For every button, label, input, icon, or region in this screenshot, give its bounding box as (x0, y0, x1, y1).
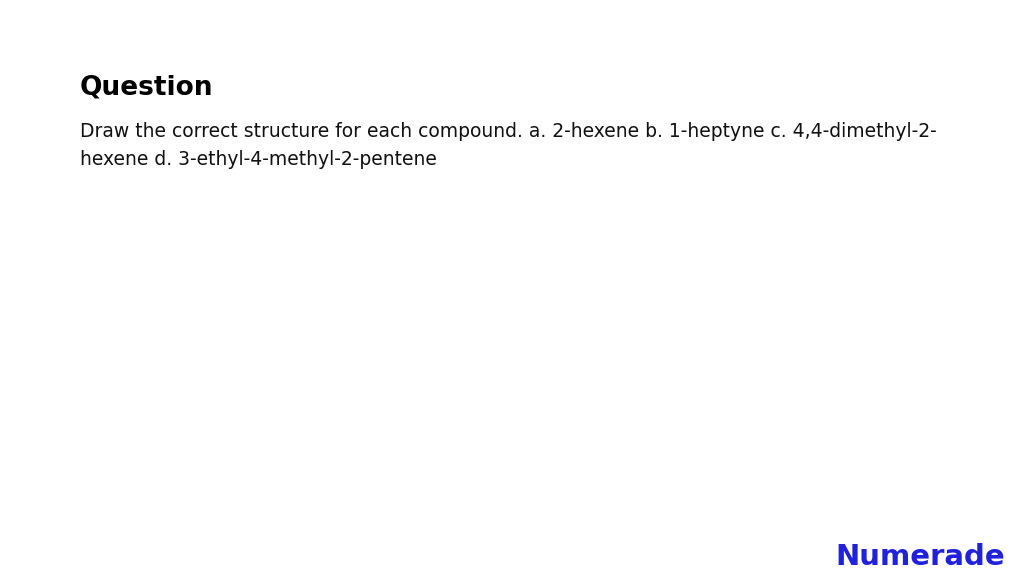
Text: hexene d. 3-ethyl-4-methyl-2-pentene: hexene d. 3-ethyl-4-methyl-2-pentene (80, 150, 437, 169)
Text: Question: Question (80, 75, 213, 101)
Text: Numerade: Numerade (836, 543, 1005, 571)
Text: Draw the correct structure for each compound. a. 2-hexene b. 1-heptyne c. 4,4-di: Draw the correct structure for each comp… (80, 122, 937, 141)
